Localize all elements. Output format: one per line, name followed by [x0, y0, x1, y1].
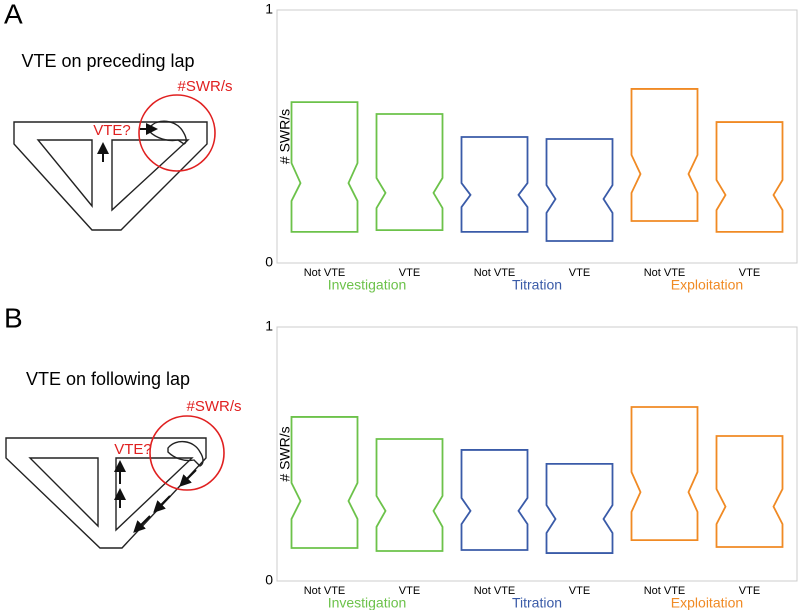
circle-label: #SWR/s — [177, 78, 232, 95]
x-tick-label: VTE — [399, 585, 420, 597]
panel-label: A — [4, 0, 23, 29]
y-tick-label: 1 — [265, 1, 273, 17]
x-tick-label: Not VTE — [644, 267, 686, 279]
vte-question: VTE? — [93, 122, 131, 139]
maze — [13, 94, 216, 231]
notched-box — [715, 435, 784, 548]
x-tick-label: Not VTE — [644, 585, 686, 597]
notched-box — [630, 406, 699, 542]
vte-question: VTE? — [114, 441, 152, 458]
y-tick-label: 1 — [265, 318, 273, 334]
y-axis-label: # SWR/s — [277, 109, 293, 164]
notched-box — [290, 416, 359, 549]
notched-box — [460, 136, 529, 233]
y-tick-label: 0 — [265, 572, 273, 588]
x-tick-label: Not VTE — [304, 585, 346, 597]
circle-label: #SWR/s — [186, 398, 241, 415]
x-tick-label: VTE — [569, 267, 590, 279]
group-label: Titration — [512, 277, 562, 293]
plot-frame — [276, 326, 798, 582]
y-axis-label: # SWR/s — [277, 426, 293, 481]
group-label: Investigation — [328, 277, 407, 293]
y-tick-label: 0 — [265, 254, 273, 270]
notched-box — [375, 438, 444, 552]
group-label: Exploitation — [671, 595, 743, 610]
notched-box — [715, 121, 784, 233]
notched-box — [290, 101, 359, 233]
panel-caption: VTE on following lap — [26, 369, 190, 389]
panel-caption: VTE on preceding lap — [21, 51, 194, 71]
notched-box — [545, 463, 614, 554]
x-tick-label: VTE — [399, 267, 420, 279]
notched-box — [375, 113, 444, 232]
maze — [5, 415, 225, 549]
notched-box — [545, 138, 614, 242]
plot-frame — [276, 9, 798, 264]
group-label: Investigation — [328, 595, 407, 610]
notched-box — [460, 449, 529, 551]
group-label: Exploitation — [671, 277, 743, 293]
panel-label: B — [4, 302, 23, 333]
x-tick-label: Not VTE — [474, 585, 516, 597]
x-tick-label: VTE — [569, 585, 590, 597]
x-tick-label: VTE — [739, 267, 760, 279]
x-tick-label: VTE — [739, 585, 760, 597]
notched-box — [630, 88, 699, 222]
x-tick-label: Not VTE — [304, 267, 346, 279]
x-tick-label: Not VTE — [474, 267, 516, 279]
group-label: Titration — [512, 595, 562, 610]
